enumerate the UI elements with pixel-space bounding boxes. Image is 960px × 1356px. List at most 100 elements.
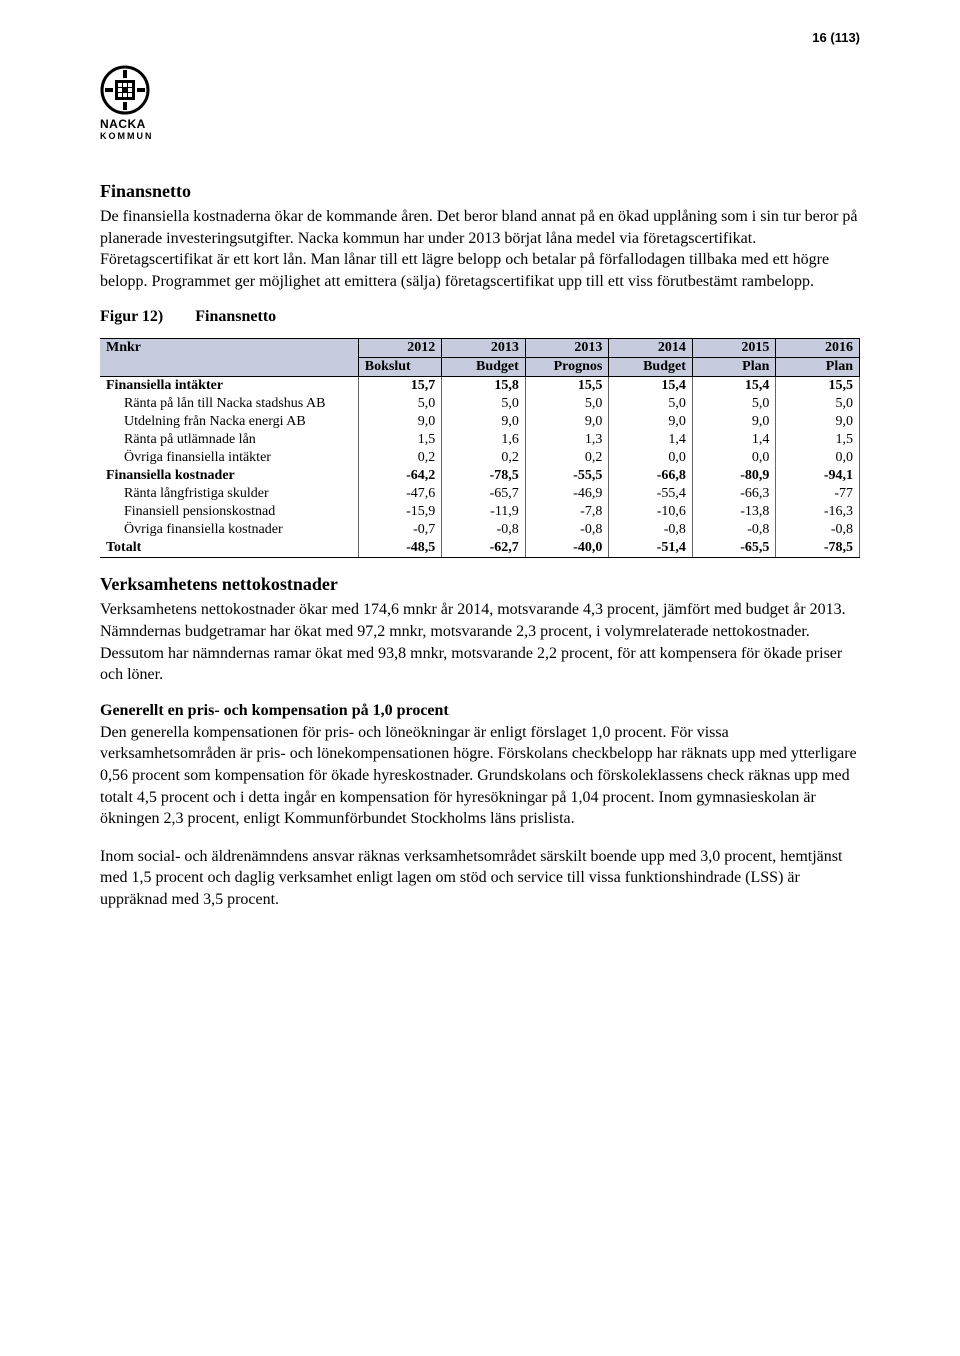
table-cell-value: 0,2 <box>442 449 526 467</box>
table-header-label: Mnkr <box>100 339 358 377</box>
table-cell-label: Finansiell pensionskostnad <box>100 503 358 521</box>
table-cell-value: -0,8 <box>609 521 693 539</box>
table-cell-value: 1,4 <box>609 431 693 449</box>
table-cell-value: 15,7 <box>358 377 442 396</box>
table-cell-value: -0,8 <box>442 521 526 539</box>
table-cell-value: -66,8 <box>609 467 693 485</box>
table-cell-label: Ränta på lån till Nacka stadshus AB <box>100 395 358 413</box>
table-row: Finansiell pensionskostnad-15,9-11,9-7,8… <box>100 503 860 521</box>
section-body-finansnetto: De finansiella kostnaderna ökar de komma… <box>100 206 860 292</box>
table-header-year: 2013 <box>525 339 609 358</box>
table-cell-value: 5,0 <box>609 395 693 413</box>
table-cell-label: Utdelning från Nacka energi AB <box>100 413 358 431</box>
table-cell-value: 1,4 <box>692 431 776 449</box>
table-cell-value: 1,5 <box>776 431 860 449</box>
table-cell-value: -80,9 <box>692 467 776 485</box>
table-cell-value: 0,0 <box>609 449 693 467</box>
table-header: Mnkr201220132013201420152016BokslutBudge… <box>100 339 860 377</box>
table-cell-label: Ränta långfristiga skulder <box>100 485 358 503</box>
table-header-year: 2016 <box>776 339 860 358</box>
table-header-sub: Budget <box>609 358 693 377</box>
table-cell-value: -65,5 <box>692 539 776 558</box>
table-cell-label: Övriga finansiella intäkter <box>100 449 358 467</box>
table-cell-value: 5,0 <box>776 395 860 413</box>
section-heading-generellt: Generellt en pris- och kompensation på 1… <box>100 702 860 720</box>
table-row: Ränta på utlämnade lån1,51,61,31,41,41,5 <box>100 431 860 449</box>
table-cell-value: 5,0 <box>692 395 776 413</box>
finansnetto-table: Mnkr201220132013201420152016BokslutBudge… <box>100 338 860 558</box>
table-cell-value: -64,2 <box>358 467 442 485</box>
table-header-year: 2013 <box>442 339 526 358</box>
table-header-year: 2015 <box>692 339 776 358</box>
table-header-sub: Plan <box>692 358 776 377</box>
table-cell-value: 1,3 <box>525 431 609 449</box>
section-body-social: Inom social- och äldrenämndens ansvar rä… <box>100 846 860 911</box>
table-cell-label: Finansiella kostnader <box>100 467 358 485</box>
table-cell-value: -40,0 <box>525 539 609 558</box>
table-header-sub: Bokslut <box>358 358 442 377</box>
table-cell-value: -11,9 <box>442 503 526 521</box>
table-row: Övriga finansiella intäkter0,20,20,20,00… <box>100 449 860 467</box>
table-cell-value: 0,0 <box>692 449 776 467</box>
table-cell-value: 15,5 <box>525 377 609 396</box>
table-row: Finansiella kostnader-64,2-78,5-55,5-66,… <box>100 467 860 485</box>
table-cell-value: -55,5 <box>525 467 609 485</box>
table-cell-value: -47,6 <box>358 485 442 503</box>
table-cell-label: Övriga finansiella kostnader <box>100 521 358 539</box>
table-cell-value: -16,3 <box>776 503 860 521</box>
table-cell-value: 9,0 <box>525 413 609 431</box>
table-cell-value: -0,7 <box>358 521 442 539</box>
table-cell-value: -65,7 <box>442 485 526 503</box>
table-cell-value: -13,8 <box>692 503 776 521</box>
table-cell-value: 1,6 <box>442 431 526 449</box>
section-body-verksamhetens: Verksamhetens nettokostnader ökar med 17… <box>100 599 860 685</box>
table-cell-label: Totalt <box>100 539 358 558</box>
table-cell-value: -77 <box>776 485 860 503</box>
nacka-logo-icon <box>100 65 150 115</box>
table-cell-value: -48,5 <box>358 539 442 558</box>
table-cell-value: -55,4 <box>609 485 693 503</box>
table-cell-value: 15,4 <box>692 377 776 396</box>
table-cell-value: -51,4 <box>609 539 693 558</box>
table-row: Ränta på lån till Nacka stadshus AB5,05,… <box>100 395 860 413</box>
figure-title: Figur 12) Finansnetto <box>100 308 860 326</box>
table-row: Ränta långfristiga skulder-47,6-65,7-46,… <box>100 485 860 503</box>
logo-text-line1: NACKA <box>100 117 860 131</box>
table-row: Utdelning från Nacka energi AB9,09,09,09… <box>100 413 860 431</box>
table-header-sub: Budget <box>442 358 526 377</box>
table-cell-value: 1,5 <box>358 431 442 449</box>
figure-name: Finansnetto <box>195 308 276 325</box>
table-cell-label: Finansiella intäkter <box>100 377 358 396</box>
table-cell-value: -10,6 <box>609 503 693 521</box>
table-row: Totalt-48,5-62,7-40,0-51,4-65,5-78,5 <box>100 539 860 558</box>
table-cell-value: 15,4 <box>609 377 693 396</box>
table-row: Finansiella intäkter15,715,815,515,415,4… <box>100 377 860 396</box>
table-cell-value: 0,2 <box>525 449 609 467</box>
table-cell-value: 0,2 <box>358 449 442 467</box>
table-cell-value: -46,9 <box>525 485 609 503</box>
table-cell-value: -66,3 <box>692 485 776 503</box>
table-cell-value: 5,0 <box>525 395 609 413</box>
table-cell-value: 5,0 <box>358 395 442 413</box>
table-cell-value: -78,5 <box>776 539 860 558</box>
table-header-year: 2014 <box>609 339 693 358</box>
page-number: 16 (113) <box>100 30 860 45</box>
table-cell-value: -78,5 <box>442 467 526 485</box>
table-cell-value: 5,0 <box>442 395 526 413</box>
section-heading-verksamhetens: Verksamhetens nettokostnader <box>100 574 860 595</box>
table-cell-value: -15,9 <box>358 503 442 521</box>
section-heading-finansnetto: Finansnetto <box>100 181 860 202</box>
table-cell-value: 9,0 <box>692 413 776 431</box>
table-cell-value: 15,8 <box>442 377 526 396</box>
table-cell-value: -0,8 <box>692 521 776 539</box>
figure-number: Figur 12) <box>100 308 163 325</box>
table-cell-value: 9,0 <box>609 413 693 431</box>
table-body: Finansiella intäkter15,715,815,515,415,4… <box>100 377 860 558</box>
table-cell-value: -94,1 <box>776 467 860 485</box>
logo-text-line2: KOMMUN <box>100 131 860 141</box>
table-cell-value: 0,0 <box>776 449 860 467</box>
table-cell-value: -0,8 <box>525 521 609 539</box>
section-body-generellt: Den generella kompensationen för pris- o… <box>100 722 860 830</box>
table-cell-label: Ränta på utlämnade lån <box>100 431 358 449</box>
table-row: Övriga finansiella kostnader-0,7-0,8-0,8… <box>100 521 860 539</box>
